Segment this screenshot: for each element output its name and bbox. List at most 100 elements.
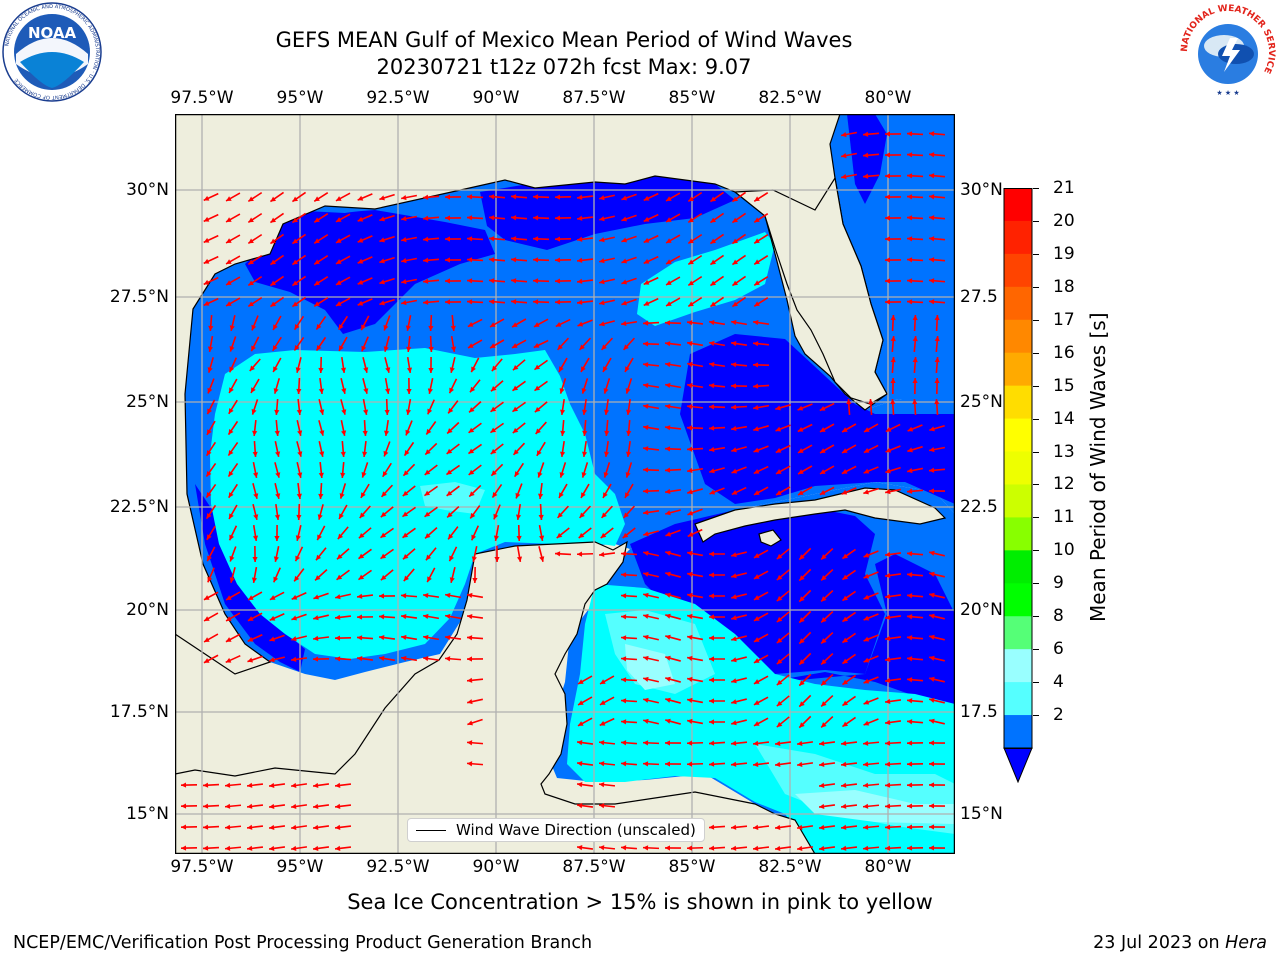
wave-direction-arrow (928, 446, 946, 453)
wave-direction-arrow (643, 718, 659, 725)
wave-direction-arrow (490, 401, 504, 413)
wave-direction-arrow (318, 441, 325, 457)
wave-direction-arrow (532, 215, 550, 221)
ocean-period-below-2-field (175, 114, 955, 850)
wave-direction-arrow (402, 506, 416, 518)
wave-direction-arrow (378, 635, 396, 641)
wave-direction-arrow (362, 398, 369, 416)
wave-direction-arrow (554, 551, 572, 557)
wave-direction-arrow (203, 591, 219, 601)
nws-logo: NATIONAL WEATHER SERVICE ★ ★ ★ (1178, 2, 1278, 102)
wave-direction-arrow (449, 357, 456, 373)
wave-direction-arrow (708, 446, 726, 453)
wave-direction-arrow (379, 256, 395, 264)
wave-direction-arrow (580, 357, 590, 373)
wave-direction-arrow (818, 782, 836, 788)
wave-direction-arrow (620, 845, 638, 851)
wave-direction-arrow (928, 152, 946, 158)
wave-direction-arrow (558, 483, 568, 499)
wave-direction-arrow (625, 462, 633, 478)
wave-direction-arrow (493, 524, 500, 542)
wave-direction-arrow (752, 341, 770, 347)
wave-direction-arrow (423, 485, 439, 497)
wave-direction-arrow (841, 590, 857, 602)
wave-direction-arrow (357, 235, 373, 243)
colorbar-tick-mark (1033, 188, 1039, 189)
wave-direction-arrow (599, 194, 615, 201)
wave-direction-arrow (642, 740, 660, 746)
wave-direction-arrow (466, 740, 484, 746)
wave-direction-arrow (576, 845, 594, 851)
wave-direction-arrow (446, 421, 460, 435)
colorbar-tick-label: 21 (1053, 178, 1075, 198)
wave-direction-arrow (340, 378, 347, 394)
wave-direction-arrow (753, 654, 769, 664)
wave-direction-arrow (312, 656, 330, 662)
wave-direction-arrow (687, 233, 703, 245)
wave-direction-arrow (753, 549, 769, 559)
wave-direction-arrow (383, 315, 391, 331)
wave-direction-arrow (686, 634, 704, 641)
wave-direction-arrow (252, 461, 259, 479)
colorbar-tick-mark (1033, 517, 1039, 519)
wave-direction-arrow (406, 377, 412, 395)
wave-direction-arrow (643, 697, 659, 704)
wave-direction-arrow (752, 383, 770, 389)
wave-direction-arrow (664, 425, 682, 431)
wave-direction-arrow (906, 236, 924, 242)
wave-direction-arrow (890, 377, 896, 395)
wave-direction-arrow (731, 466, 747, 474)
map-frame (174, 113, 956, 855)
wave-direction-arrow (247, 275, 263, 287)
wave-direction-arrow (731, 233, 747, 245)
wave-direction-arrow (533, 318, 549, 328)
wave-direction-arrow (206, 546, 216, 562)
wave-direction-arrow (776, 611, 790, 623)
wave-direction-arrow (273, 567, 281, 583)
wave-direction-arrow (602, 357, 612, 373)
wave-direction-arrow (470, 525, 480, 541)
wave-direction-arrow (731, 296, 747, 308)
colorbar-band (1004, 286, 1032, 321)
wave-direction-arrow (907, 424, 923, 432)
wave-direction-arrow (890, 335, 896, 353)
wave-direction-arrow (798, 694, 812, 708)
wave-direction-arrow (510, 278, 528, 284)
wave-direction-arrow (358, 548, 372, 560)
wave-direction-arrow (599, 717, 615, 727)
wave-direction-arrow (841, 423, 857, 433)
wave-direction-arrow (730, 362, 748, 368)
wave-direction-arrow (491, 358, 503, 372)
wave-direction-arrow (665, 634, 681, 641)
wave-direction-arrow (665, 529, 681, 537)
wave-direction-arrow (203, 213, 219, 223)
wave-direction-arrow (912, 356, 918, 374)
wave-direction-arrow (642, 362, 660, 368)
wave-direction-arrow (422, 236, 440, 242)
colorbar-band (1004, 451, 1032, 485)
wave-direction-arrow (885, 423, 901, 433)
wave-direction-arrow (643, 234, 659, 244)
wave-direction-arrow (335, 593, 351, 600)
wave-direction-arrow (203, 612, 219, 622)
footer-host: Hera (1225, 933, 1267, 953)
wave-direction-arrow (753, 192, 769, 202)
wave-direction-arrow (269, 275, 285, 287)
wave-direction-arrow (863, 550, 879, 558)
lon-label-bottom-3: 90°W (472, 857, 520, 877)
wave-direction-arrow (708, 740, 726, 746)
wave-direction-arrow (582, 419, 588, 437)
wave-direction-arrow (380, 506, 394, 518)
wave-direction-arrow (205, 483, 217, 499)
wave-direction-arrow (708, 698, 726, 704)
colorbar-band (1004, 220, 1032, 255)
wave-direction-arrow (251, 399, 259, 415)
ocean-period-8-9-field (625, 644, 955, 824)
wave-direction-arrow (247, 296, 263, 308)
wave-direction-arrow (422, 278, 440, 284)
wave-direction-arrow (554, 236, 572, 242)
wave-direction-arrow (620, 698, 638, 704)
wave-direction-arrow (225, 591, 241, 601)
wave-direction-arrow (776, 632, 790, 644)
wave-direction-arrow (406, 335, 412, 353)
